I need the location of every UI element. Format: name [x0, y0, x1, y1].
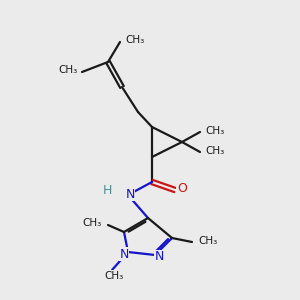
Text: CH₃: CH₃ [125, 35, 144, 45]
Text: CH₃: CH₃ [205, 146, 224, 156]
Text: N: N [125, 188, 135, 200]
Text: CH₃: CH₃ [198, 236, 217, 246]
Text: CH₃: CH₃ [83, 218, 102, 228]
Text: N: N [154, 250, 164, 263]
Text: H: H [103, 184, 112, 196]
Text: CH₃: CH₃ [104, 271, 124, 281]
Text: CH₃: CH₃ [59, 65, 78, 75]
Text: CH₃: CH₃ [205, 126, 224, 136]
Text: N: N [119, 248, 129, 260]
Text: O: O [177, 182, 187, 196]
